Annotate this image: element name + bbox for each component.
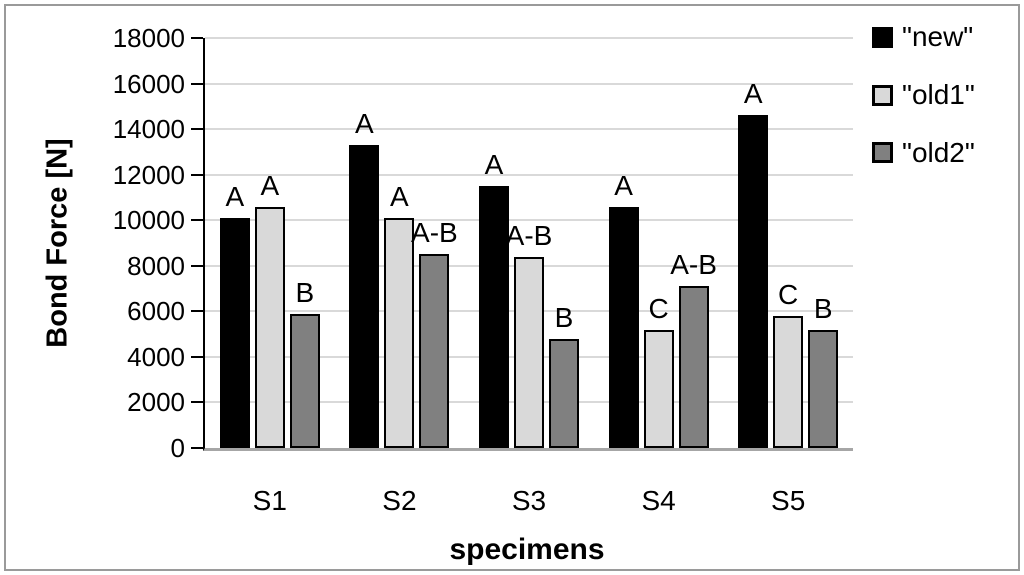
y-axis-tick-label: 0: [170, 433, 185, 463]
bar-slot: B: [289, 38, 320, 448]
y-axis-tick-label: 18000: [112, 23, 185, 53]
bar-slot: C: [773, 38, 804, 448]
y-axis-tick-mark: [191, 447, 203, 449]
bar-slot: B: [808, 38, 839, 448]
y-axis-tick-label: 6000: [127, 296, 185, 327]
bar-slot: A-B: [506, 38, 552, 448]
y-axis-tick-mark: [191, 219, 203, 222]
legend-item-old2: "old2": [872, 136, 975, 169]
y-axis-tick-mark: [191, 355, 203, 358]
bar-significance-label: A-B: [670, 249, 717, 281]
bar-group-s3: A A-B B S3: [464, 38, 594, 516]
x-axis-category-label: S5: [771, 485, 806, 516]
bar-s5-new: [738, 115, 769, 448]
bar-s4-old1: [643, 329, 674, 448]
bar-slot: B: [548, 38, 579, 448]
bar-significance-label: A-B: [411, 217, 458, 249]
y-axis-tick-label: 8000: [127, 250, 185, 281]
legend-swatch-icon: [872, 84, 893, 106]
bar-s2-old1: [384, 217, 415, 448]
y-axis-tick-mark: [191, 82, 203, 85]
bar-significance-label: A: [743, 78, 763, 110]
bar-significance-label: C: [648, 292, 669, 324]
bar-s1-old2: [289, 313, 320, 448]
gridline: [205, 219, 853, 222]
bar-slot: C: [643, 38, 674, 448]
legend: "new" "old1" "old2": [872, 21, 975, 195]
y-axis-tick-mark: [191, 401, 203, 404]
legend-label: "new": [902, 21, 974, 52]
bar-slot: A: [349, 38, 380, 448]
bar-significance-label: A: [484, 149, 504, 181]
bar-slot: A: [478, 38, 509, 448]
legend-swatch-icon: [872, 26, 893, 48]
y-axis-tick-mark: [191, 128, 203, 131]
y-axis-tick-mark: [191, 37, 203, 39]
bar-groups-layer: A A B S1 A A A-B S2 A A-B B S3 A C A-B S4 A C B S5: [205, 38, 853, 516]
bar-significance-label: B: [813, 292, 833, 324]
bar-significance-label: B: [295, 276, 315, 308]
y-axis-tick-label: 2000: [127, 387, 185, 418]
bar-s4-old2: [678, 286, 709, 448]
bar-slot: A: [608, 38, 639, 448]
bar-slot: A-B: [411, 38, 458, 448]
bar-slot: A: [738, 38, 769, 448]
gridline: [205, 128, 853, 131]
x-axis-category-label: S2: [382, 485, 417, 516]
bar-s3-new: [478, 186, 509, 448]
x-axis-category-label: S1: [252, 485, 287, 516]
legend-label: "old1": [902, 78, 975, 110]
bar-slot: A: [219, 38, 250, 448]
bar-s3-old1: [513, 256, 544, 448]
legend-item-new: "new": [872, 21, 975, 53]
gridline: [205, 173, 853, 176]
y-axis-tick-mark: [191, 173, 203, 176]
bar-slot: A: [254, 38, 285, 448]
bar-s3-old2: [548, 338, 579, 448]
y-axis-tick-label: 4000: [127, 341, 185, 372]
bar-slot: A-B: [670, 38, 717, 448]
y-axis-title: Bond Force [N]: [41, 138, 74, 348]
bar-s4-new: [608, 206, 639, 448]
plot-area: 0 2000 4000 6000 8000 10000 12000 14000 16000 180…: [113, 25, 853, 516]
bar-s5-old2: [808, 329, 839, 448]
bar-s5-old1: [773, 315, 804, 448]
bar-group-s4: A C A-B S4: [594, 38, 724, 516]
bar-significance-label: A: [390, 180, 409, 212]
y-axis-tick-mark: [191, 310, 203, 313]
bar-significance-label: B: [554, 301, 574, 333]
bar-significance-label: A: [355, 108, 374, 140]
y-axis-tick-label: 12000: [112, 159, 185, 190]
bar-significance-label: A-B: [505, 219, 553, 251]
bar-group-s1: A A B S1: [205, 38, 335, 516]
y-axis-tick-label: 16000: [112, 68, 185, 99]
y-axis-tick-mark: [191, 264, 203, 267]
bar-s2-new: [349, 145, 380, 448]
gridline: [205, 82, 853, 85]
bar-s1-old1: [254, 206, 285, 448]
legend-swatch-icon: [872, 142, 893, 164]
bar-s2-old2: [419, 254, 450, 448]
bar-significance-label: A: [225, 180, 245, 212]
bar-significance-label: C: [778, 278, 799, 310]
bar-s1-new: [219, 217, 250, 448]
y-axis-tick-label: 10000: [112, 205, 185, 236]
x-axis-title: specimens: [449, 533, 605, 566]
legend-item-old1: "old1": [872, 78, 975, 111]
y-axis-tick-label: 14000: [112, 114, 185, 145]
gridline: [205, 37, 853, 39]
bar-significance-label: A: [260, 169, 280, 201]
bar-group-s5: A C B S5: [723, 38, 853, 516]
bar-group-s2: A A A-B S2: [335, 38, 465, 516]
legend-label: "old2": [902, 136, 975, 168]
x-axis-category-label: S3: [511, 485, 547, 516]
bar-significance-label: A: [614, 169, 633, 201]
x-axis-category-label: S4: [641, 485, 676, 516]
bar-slot: A: [384, 38, 415, 448]
